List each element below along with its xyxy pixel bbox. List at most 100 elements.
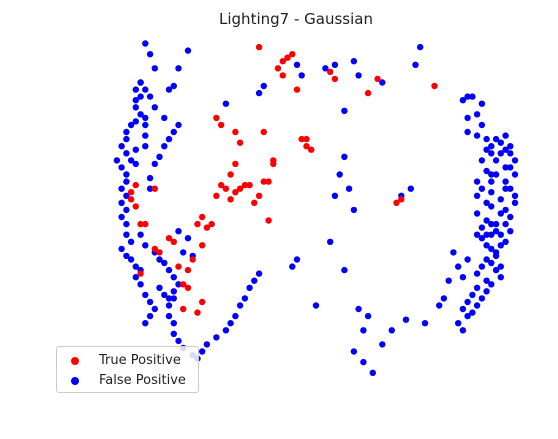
legend: True Positive False Positive	[56, 346, 199, 393]
false-positive-point	[123, 150, 130, 157]
true-positive-point	[189, 256, 196, 263]
false-positive-point	[161, 291, 168, 299]
false-positive-point	[511, 192, 519, 199]
false-positive-point	[478, 224, 486, 231]
true-positive-point	[170, 238, 177, 245]
true-positive-point	[274, 65, 282, 72]
true-positive-point	[194, 220, 201, 228]
false-positive-point	[492, 252, 500, 260]
false-positive-point	[170, 330, 177, 337]
false-positive-point	[473, 178, 481, 185]
true-positive-point	[218, 121, 225, 129]
false-positive-point	[203, 341, 211, 348]
true-positive-point	[327, 68, 334, 76]
true-positive-point	[303, 135, 310, 143]
false-positive-point	[132, 263, 139, 270]
false-positive-point	[165, 312, 173, 320]
false-positive-point	[355, 72, 362, 79]
false-positive-point	[175, 65, 182, 72]
false-positive-point	[507, 213, 514, 221]
false-positive-point	[142, 121, 149, 129]
false-positive-point	[161, 114, 168, 122]
false-positive-point	[478, 295, 486, 302]
false-positive-point	[170, 274, 177, 281]
false-positive-point	[464, 312, 471, 320]
false-positive-point	[123, 206, 130, 214]
false-positive-point	[142, 132, 149, 139]
true-positive-point	[241, 181, 249, 189]
false-positive-point	[345, 185, 353, 192]
false-positive-point	[132, 160, 139, 168]
false-positive-point	[440, 295, 448, 302]
false-positive-point	[156, 153, 163, 160]
false-positive-point	[341, 107, 348, 115]
false-positive-point	[478, 157, 486, 164]
false-positive-point	[478, 100, 486, 107]
false-positive-point	[236, 302, 244, 309]
true-positive-point	[180, 281, 187, 288]
false-positive-point	[459, 305, 467, 313]
true-positive-point	[298, 135, 305, 143]
true-positive-point	[127, 189, 135, 196]
false-positive-point	[123, 220, 130, 228]
false-positive-point	[478, 263, 486, 270]
false-positive-point	[488, 245, 495, 253]
false-positive-series	[113, 40, 519, 376]
true-positive-point	[255, 192, 263, 199]
true-positive-point	[127, 196, 135, 203]
false-positive-point	[412, 61, 419, 68]
true-positive-point	[284, 54, 291, 61]
false-positive-point	[146, 298, 154, 306]
true-positive-point	[331, 75, 339, 83]
false-positive-point	[511, 157, 519, 164]
false-positive-point	[222, 327, 230, 334]
false-positive-point	[156, 256, 163, 263]
false-positive-point	[355, 305, 362, 313]
false-positive-point	[379, 341, 386, 348]
false-positive-point	[469, 291, 476, 299]
true-positive-point	[393, 199, 400, 206]
false-positive-point	[511, 171, 519, 178]
false-positive-point	[132, 86, 139, 93]
true-positive-point	[218, 181, 225, 189]
false-positive-point	[402, 316, 410, 323]
false-positive-point	[118, 143, 125, 150]
false-positive-point	[478, 121, 486, 129]
false-positive-point	[142, 143, 149, 150]
false-positive-point	[118, 164, 125, 171]
false-positive-point	[350, 206, 358, 214]
legend-marker-false-positive-icon	[71, 377, 79, 385]
true-positive-point	[151, 245, 158, 253]
false-positive-point	[507, 150, 514, 157]
false-positive-point	[123, 178, 130, 185]
false-positive-point	[151, 104, 158, 111]
false-positive-point	[455, 320, 462, 327]
false-positive-point	[473, 231, 481, 238]
true-positive-point	[156, 249, 163, 256]
false-positive-point	[502, 185, 509, 192]
false-positive-point	[492, 135, 500, 143]
true-positive-point	[208, 220, 215, 228]
false-positive-point	[497, 231, 504, 238]
false-positive-point	[350, 348, 358, 355]
true-positive-point	[260, 128, 267, 136]
false-positive-point	[132, 274, 139, 281]
false-positive-point	[180, 249, 187, 256]
false-positive-point	[497, 274, 504, 281]
false-positive-point	[473, 111, 481, 118]
false-positive-point	[165, 86, 173, 93]
false-positive-point	[464, 114, 471, 122]
false-positive-point	[146, 185, 154, 192]
true-positive-point	[232, 189, 239, 196]
false-positive-point	[364, 312, 372, 320]
false-positive-point	[255, 89, 263, 97]
false-positive-point	[488, 203, 495, 210]
true-positive-point	[232, 160, 239, 168]
false-positive-point	[502, 178, 509, 185]
true-positive-point	[364, 89, 372, 97]
true-positive-point	[142, 220, 149, 228]
false-positive-point	[497, 242, 504, 249]
false-positive-point	[170, 288, 177, 295]
false-positive-point	[502, 146, 509, 153]
false-positive-point	[341, 153, 348, 160]
